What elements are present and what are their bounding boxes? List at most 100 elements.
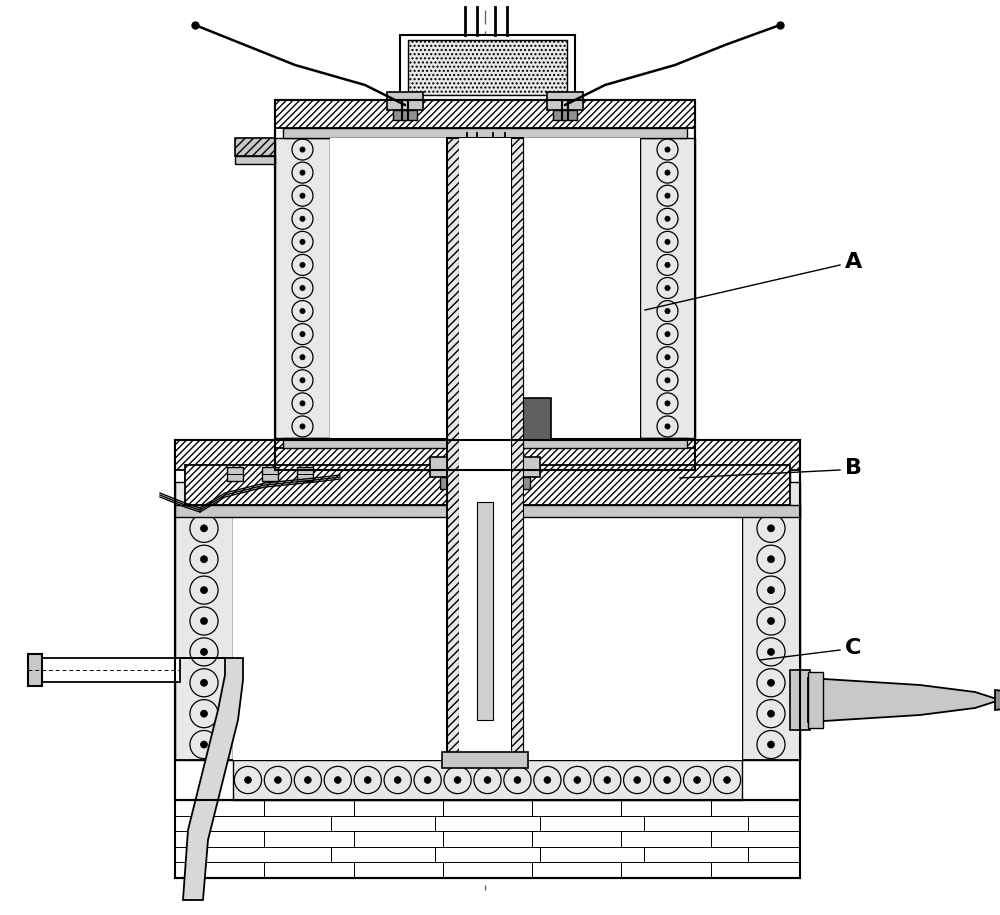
Bar xyxy=(547,92,583,110)
Bar xyxy=(440,477,530,489)
Circle shape xyxy=(514,777,521,783)
Bar xyxy=(447,138,523,760)
Circle shape xyxy=(300,308,305,314)
Circle shape xyxy=(300,424,305,429)
Polygon shape xyxy=(180,658,243,900)
Polygon shape xyxy=(808,678,1000,722)
Bar xyxy=(742,482,800,760)
Bar xyxy=(790,670,810,730)
Circle shape xyxy=(304,777,311,783)
Circle shape xyxy=(300,216,305,221)
Bar xyxy=(275,100,695,470)
Circle shape xyxy=(767,710,775,717)
Bar xyxy=(283,438,687,448)
Bar xyxy=(40,658,180,682)
Circle shape xyxy=(665,378,670,383)
Bar xyxy=(808,672,823,728)
Bar xyxy=(442,752,528,768)
Circle shape xyxy=(767,649,775,655)
Circle shape xyxy=(300,285,305,291)
Bar xyxy=(447,138,459,760)
Circle shape xyxy=(665,355,670,360)
Bar xyxy=(175,800,800,878)
Circle shape xyxy=(634,777,641,783)
Bar xyxy=(553,110,577,120)
Bar xyxy=(393,110,417,120)
Bar xyxy=(511,138,523,760)
Bar xyxy=(40,662,180,678)
Circle shape xyxy=(665,401,670,406)
Bar xyxy=(511,138,523,760)
Bar xyxy=(495,218,503,740)
Circle shape xyxy=(364,777,371,783)
Circle shape xyxy=(394,777,401,783)
Bar xyxy=(477,502,493,720)
Circle shape xyxy=(724,777,730,783)
Circle shape xyxy=(334,777,341,783)
Circle shape xyxy=(424,777,431,783)
Circle shape xyxy=(665,147,670,152)
Circle shape xyxy=(665,239,670,244)
Bar xyxy=(175,505,800,517)
Circle shape xyxy=(665,170,670,176)
Circle shape xyxy=(767,587,775,594)
Bar xyxy=(400,35,575,100)
Circle shape xyxy=(694,777,700,783)
Circle shape xyxy=(300,193,305,199)
Bar xyxy=(283,128,687,138)
Circle shape xyxy=(300,239,305,244)
Bar xyxy=(408,40,567,95)
Bar xyxy=(275,100,695,128)
Circle shape xyxy=(665,193,670,199)
Circle shape xyxy=(200,710,208,717)
Circle shape xyxy=(665,308,670,314)
Bar xyxy=(262,467,278,481)
Circle shape xyxy=(200,494,208,501)
Circle shape xyxy=(200,741,208,748)
Bar xyxy=(513,398,551,440)
Bar xyxy=(640,138,695,438)
Bar xyxy=(175,440,800,470)
Bar xyxy=(275,138,330,438)
Circle shape xyxy=(200,679,208,686)
Bar xyxy=(185,465,790,505)
Circle shape xyxy=(300,355,305,360)
Circle shape xyxy=(300,378,305,383)
Circle shape xyxy=(544,777,551,783)
Circle shape xyxy=(574,777,581,783)
Bar xyxy=(275,100,695,470)
Bar xyxy=(175,440,800,800)
Polygon shape xyxy=(995,690,1000,710)
Circle shape xyxy=(275,777,281,783)
Circle shape xyxy=(200,555,208,563)
Bar xyxy=(275,448,695,470)
Bar xyxy=(227,467,243,481)
Circle shape xyxy=(300,170,305,176)
Bar xyxy=(430,457,540,477)
Bar xyxy=(330,138,640,438)
Bar xyxy=(28,654,42,686)
Circle shape xyxy=(665,216,670,221)
Circle shape xyxy=(665,424,670,429)
Text: B: B xyxy=(845,458,862,478)
Circle shape xyxy=(300,331,305,337)
Bar xyxy=(235,138,275,156)
Circle shape xyxy=(200,649,208,655)
Circle shape xyxy=(767,741,775,748)
Bar xyxy=(233,760,742,800)
Bar xyxy=(175,482,233,760)
Bar xyxy=(175,440,800,800)
Circle shape xyxy=(665,285,670,291)
Circle shape xyxy=(767,494,775,501)
Bar xyxy=(447,138,523,760)
Circle shape xyxy=(664,777,671,783)
Bar xyxy=(447,138,459,760)
Bar xyxy=(387,92,423,110)
Circle shape xyxy=(665,263,670,267)
Bar xyxy=(185,470,790,482)
Bar xyxy=(235,156,275,164)
Bar xyxy=(459,138,511,760)
Circle shape xyxy=(200,618,208,625)
Bar xyxy=(175,760,800,800)
Circle shape xyxy=(767,679,775,686)
